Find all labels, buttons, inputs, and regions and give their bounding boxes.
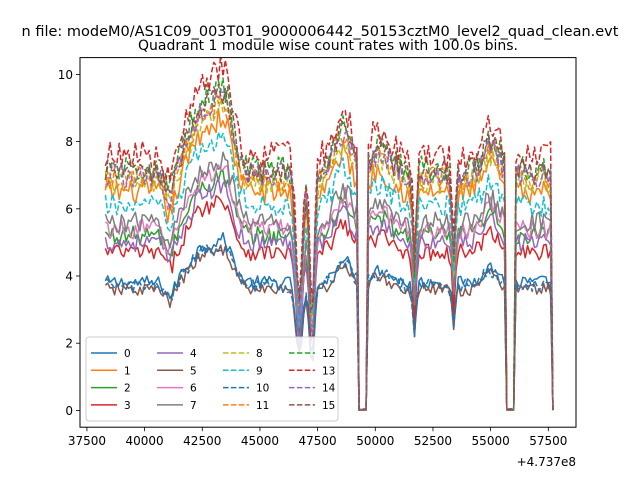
chart-title: Quadrant 1 module wise count rates with … — [138, 38, 518, 54]
series-layer — [104, 57, 554, 412]
legend-label-15: 15 — [322, 400, 335, 412]
legend-label-8: 8 — [256, 348, 263, 360]
x-tick-label: 42500 — [183, 434, 221, 448]
legend-label-12: 12 — [322, 348, 335, 360]
y-tick-label: 4 — [65, 270, 73, 284]
x-tick-label: 40000 — [126, 434, 164, 448]
x-tick-label: 55000 — [472, 434, 510, 448]
y-tick-label: 8 — [65, 135, 73, 149]
series-line-0 — [104, 231, 554, 412]
x-tick-label: 37500 — [68, 434, 106, 448]
legend-label-2: 2 — [124, 383, 131, 395]
legend-label-3: 3 — [124, 400, 131, 412]
x-tick-label: 50000 — [356, 434, 394, 448]
series-line-7 — [104, 151, 554, 412]
legend-label-11: 11 — [256, 400, 269, 412]
legend-label-14: 14 — [322, 383, 336, 395]
y-axis: 0 2 4 6 8 10 — [58, 68, 80, 418]
legend-label-10: 10 — [256, 383, 269, 395]
x-axis: 37500 40000 42500 45000 47500 50000 52500 55000… — [68, 427, 567, 448]
x-tick-label: 52500 — [414, 434, 452, 448]
series-line-3 — [104, 195, 554, 412]
x-tick-label: 45000 — [241, 434, 279, 448]
series-line-15 — [104, 83, 554, 412]
x-offset-label: +4.737e8 — [517, 455, 576, 469]
legend-label-9: 9 — [256, 365, 263, 377]
legend-box — [85, 336, 339, 422]
y-tick-label: 6 — [65, 202, 73, 216]
legend-label-7: 7 — [190, 400, 197, 412]
x-tick-label: 57500 — [529, 434, 567, 448]
series-line-14 — [105, 89, 554, 412]
figure-suptitle: n file: modeM0/AS1C09_003T01_9000006442_… — [22, 24, 619, 40]
series-line-4 — [104, 176, 554, 412]
series-line-6 — [104, 164, 554, 411]
x-tick-label: 47500 — [299, 434, 337, 448]
series-line-13 — [104, 57, 554, 411]
series-line-10 — [105, 243, 554, 412]
plot-frame — [79, 57, 577, 428]
legend-label-0: 0 — [124, 348, 131, 360]
legend-label-1: 1 — [124, 365, 131, 377]
legend-label-6: 6 — [190, 383, 197, 395]
series-line-9 — [104, 131, 554, 411]
legend-label-5: 5 — [190, 365, 197, 377]
y-tick-label: 2 — [65, 337, 73, 351]
y-tick-label: 0 — [65, 404, 73, 418]
legend-label-13: 13 — [322, 365, 335, 377]
legend-label-4: 4 — [190, 348, 197, 360]
y-tick-label: 10 — [58, 68, 73, 82]
